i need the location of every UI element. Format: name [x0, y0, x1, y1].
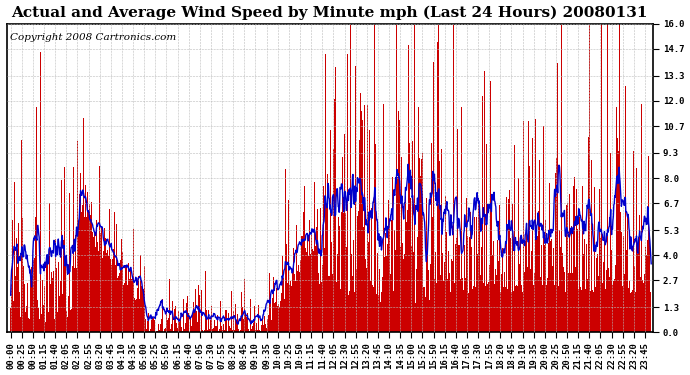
- Title: Actual and Average Wind Speed by Minute mph (Last 24 Hours) 20080131: Actual and Average Wind Speed by Minute …: [12, 6, 648, 20]
- Text: Copyright 2008 Cartronics.com: Copyright 2008 Cartronics.com: [10, 33, 177, 42]
